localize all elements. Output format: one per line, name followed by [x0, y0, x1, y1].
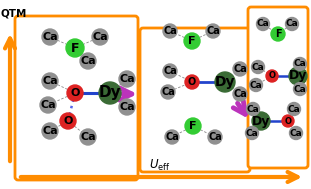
Circle shape	[247, 102, 259, 115]
Text: Ca: Ca	[246, 129, 258, 138]
Text: Ca: Ca	[233, 64, 247, 74]
Circle shape	[60, 113, 76, 129]
Circle shape	[185, 75, 199, 89]
Circle shape	[266, 70, 278, 82]
Circle shape	[66, 39, 84, 57]
Text: F: F	[189, 121, 197, 131]
Circle shape	[290, 126, 303, 139]
Text: Ca: Ca	[80, 56, 96, 66]
Circle shape	[80, 129, 96, 145]
Circle shape	[289, 67, 307, 85]
Circle shape	[42, 73, 58, 89]
Circle shape	[185, 118, 201, 134]
Circle shape	[252, 60, 264, 74]
Circle shape	[208, 130, 222, 144]
Text: O: O	[70, 88, 80, 98]
Text: O: O	[285, 116, 291, 125]
Circle shape	[294, 83, 307, 95]
Text: Ca: Ca	[42, 126, 58, 136]
Circle shape	[80, 53, 96, 69]
Circle shape	[119, 99, 135, 115]
Text: Ca: Ca	[250, 81, 262, 90]
Circle shape	[206, 24, 220, 38]
Text: Dy: Dy	[289, 70, 307, 83]
Text: QTM: QTM	[1, 9, 27, 19]
Text: O: O	[268, 71, 276, 81]
Text: Dy: Dy	[99, 85, 121, 101]
Circle shape	[119, 71, 135, 87]
Text: Ca: Ca	[92, 32, 108, 42]
Circle shape	[215, 72, 235, 92]
Text: Ca: Ca	[233, 89, 247, 99]
Text: Ca: Ca	[42, 32, 58, 42]
Circle shape	[184, 33, 200, 49]
Circle shape	[42, 123, 58, 139]
Text: Ca: Ca	[252, 63, 264, 71]
Text: Dy: Dy	[252, 115, 270, 128]
Circle shape	[282, 115, 294, 127]
Text: Ca: Ca	[257, 19, 269, 29]
Circle shape	[163, 24, 177, 38]
Text: Ca: Ca	[119, 74, 135, 84]
Circle shape	[67, 85, 83, 101]
Text: Ca: Ca	[294, 60, 306, 68]
Text: Ca: Ca	[290, 129, 302, 138]
Circle shape	[271, 27, 285, 41]
Text: Ca: Ca	[247, 105, 259, 114]
Circle shape	[40, 97, 56, 113]
Text: Ca: Ca	[161, 87, 175, 97]
Text: Ca: Ca	[119, 102, 135, 112]
Circle shape	[165, 130, 179, 144]
Text: Ca: Ca	[208, 132, 222, 142]
Circle shape	[233, 62, 247, 76]
Text: Dy: Dy	[215, 75, 235, 89]
FancyBboxPatch shape	[140, 28, 250, 172]
Text: Ca: Ca	[285, 19, 298, 29]
Text: F: F	[71, 42, 79, 54]
Text: Ca: Ca	[163, 26, 177, 36]
Circle shape	[257, 18, 270, 30]
Circle shape	[287, 102, 300, 115]
Circle shape	[163, 64, 177, 78]
Text: Ca: Ca	[80, 132, 96, 142]
Text: F: F	[275, 29, 281, 39]
Text: $U_{\mathrm{eff}}$: $U_{\mathrm{eff}}$	[149, 158, 171, 173]
Text: Ca: Ca	[40, 100, 56, 110]
Text: O: O	[188, 77, 196, 87]
Text: O: O	[63, 116, 73, 126]
Text: Ca: Ca	[206, 26, 220, 36]
Circle shape	[233, 87, 247, 101]
Circle shape	[245, 126, 258, 139]
FancyBboxPatch shape	[15, 16, 138, 180]
Text: Ca: Ca	[294, 84, 306, 94]
Text: Ca: Ca	[163, 66, 177, 76]
Circle shape	[252, 112, 270, 130]
FancyBboxPatch shape	[248, 7, 308, 168]
Circle shape	[285, 18, 299, 30]
Circle shape	[99, 82, 121, 104]
Circle shape	[294, 57, 307, 70]
Text: Ca: Ca	[165, 132, 179, 142]
Circle shape	[42, 29, 58, 45]
Text: Ca: Ca	[42, 76, 58, 86]
Text: F: F	[188, 36, 196, 46]
Circle shape	[161, 85, 175, 99]
Circle shape	[249, 78, 262, 91]
Circle shape	[92, 29, 108, 45]
Text: Ca: Ca	[288, 105, 300, 114]
